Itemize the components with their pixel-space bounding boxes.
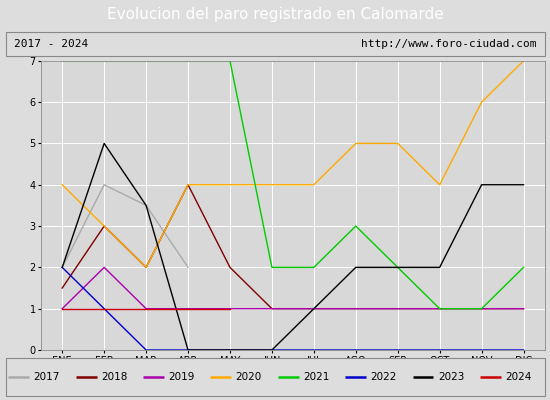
Bar [6, 358, 544, 396]
Text: 2018: 2018 [101, 372, 127, 382]
Text: 2023: 2023 [438, 372, 464, 382]
Text: 2017: 2017 [34, 372, 60, 382]
Bar [6, 32, 544, 56]
Text: 2019: 2019 [168, 372, 195, 382]
Text: Evolucion del paro registrado en Calomarde: Evolucion del paro registrado en Calomar… [107, 8, 443, 22]
Text: 2021: 2021 [303, 372, 329, 382]
Text: 2024: 2024 [505, 372, 531, 382]
Text: 2020: 2020 [235, 372, 262, 382]
Text: http://www.foro-ciudad.com: http://www.foro-ciudad.com [361, 39, 536, 49]
Text: 2022: 2022 [371, 372, 397, 382]
Text: 2017 - 2024: 2017 - 2024 [14, 39, 88, 49]
